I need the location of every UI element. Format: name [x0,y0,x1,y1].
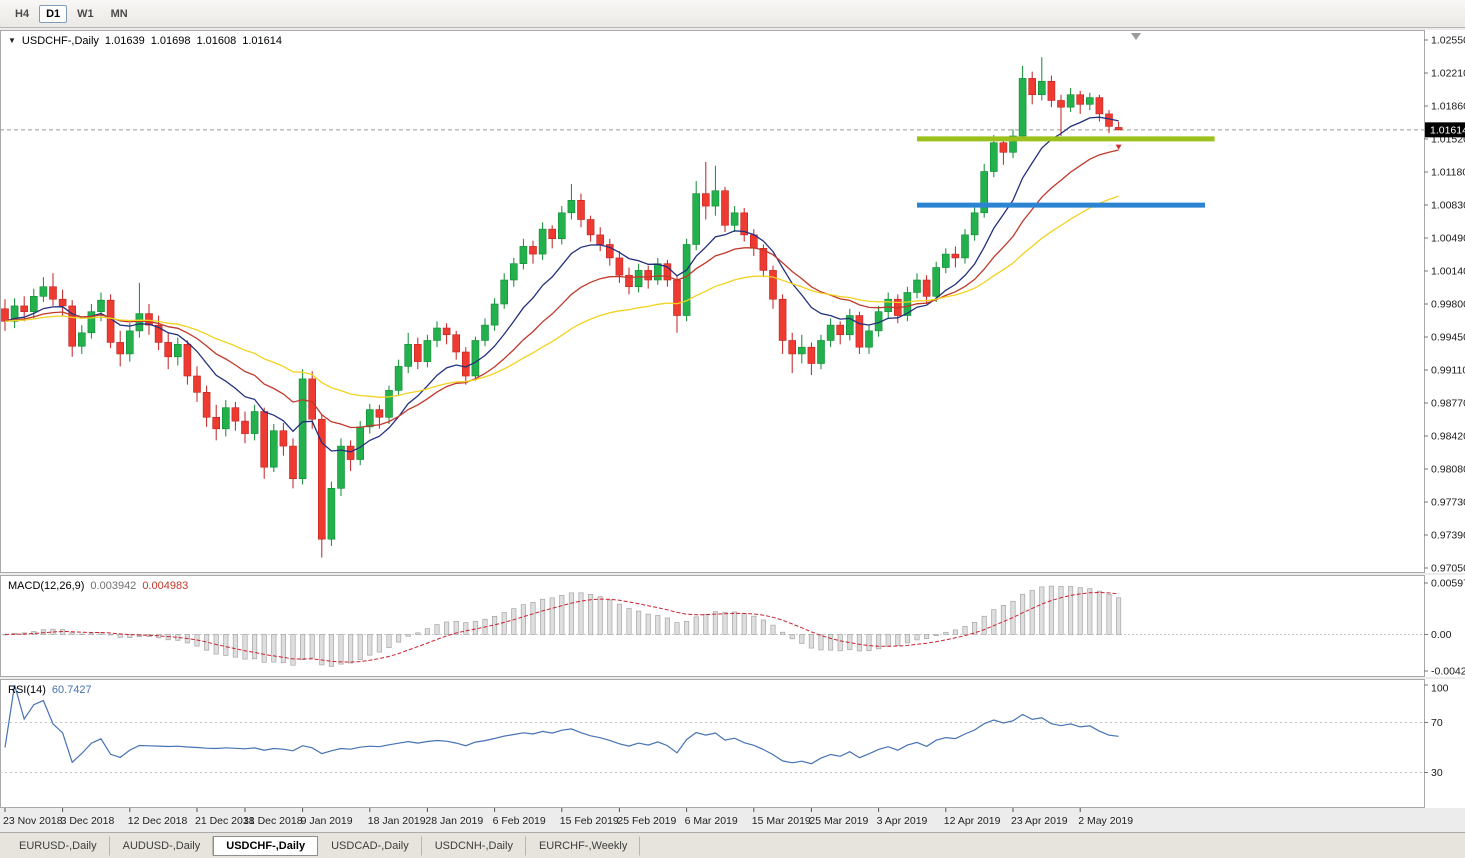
svg-text:1.01180: 1.01180 [1431,167,1465,179]
macd-title-row: MACD(12,26,9) 0.003942 0.004983 [8,580,188,592]
rsi-panel[interactable]: 100 70 30 RSI(14) 60.7427 [0,679,1465,808]
main-chart-panel[interactable]: 1.025501.022101.018601.015201.011801.008… [0,30,1465,573]
svg-text:70: 70 [1431,717,1443,729]
svg-text:23 Nov 2018: 23 Nov 2018 [3,815,63,827]
rsi-value: 60.7427 [51,684,92,696]
svg-text:1.00830: 1.00830 [1431,200,1465,212]
moving-average-20 [4,149,1119,429]
rsi-chart[interactable]: 100 70 30 [0,679,1465,808]
svg-text:15 Feb 2019: 15 Feb 2019 [560,815,619,827]
quote-open: 1.01639 [104,35,145,47]
macd-signal-value: 0.004983 [142,580,189,592]
tab-usdcnh-daily[interactable]: USDCNH-,Daily [422,835,526,856]
svg-text:25 Feb 2019: 25 Feb 2019 [617,815,676,827]
macd-chart[interactable]: 0.00597 0.00 -0.004243 [0,575,1465,677]
timeframe-toolbar: H4 D1 W1 MN [0,0,1465,28]
rsi-line [4,684,1119,765]
svg-text:100: 100 [1431,683,1449,695]
quote-close: 1.01614 [242,35,282,47]
svg-text:12 Apr 2019: 12 Apr 2019 [944,815,1001,827]
svg-text:-0.004243: -0.004243 [1431,666,1465,678]
timeframe-h4-button[interactable]: H4 [15,7,30,20]
moving-average-40 [4,195,1119,398]
rsi-title-row: RSI(14) 60.7427 [8,684,92,696]
tab-eurchf-weekly[interactable]: EURCHF-,Weekly [526,835,641,856]
rsi-label: RSI(14) [8,684,46,696]
svg-text:25 Mar 2019: 25 Mar 2019 [809,815,868,827]
svg-text:0.00: 0.00 [1431,629,1452,641]
tab-usdcad-daily[interactable]: USDCAD-,Daily [318,835,422,856]
svg-text:1.02550: 1.02550 [1431,35,1465,47]
svg-text:1.01860: 1.01860 [1431,101,1465,113]
macd-histogram [2,585,1122,667]
svg-text:6 Feb 2019: 6 Feb 2019 [493,815,546,827]
timeframe-d1-button[interactable]: D1 [39,4,68,23]
chart-shift-marker [1131,33,1141,40]
macd-label: MACD(12,26,9) [8,580,85,592]
svg-text:9 Jan 2019: 9 Jan 2019 [301,815,353,827]
chart-tabbar: EURUSD-,Daily AUDUSD-,Daily USDCHF-,Dail… [0,832,1465,858]
timeframe-w1-button[interactable]: W1 [77,7,94,20]
macd-main-value: 0.003942 [90,580,137,592]
macd-signal-line [4,591,1119,663]
quote-low: 1.01608 [196,35,237,47]
candles-layer [1,57,1123,558]
svg-text:21 Dec 2018: 21 Dec 2018 [195,815,255,827]
quote-high: 1.01698 [150,35,191,47]
chart-title-row: ▼ USDCHF-,Daily 1.01639 1.01698 1.01608 … [8,35,282,47]
svg-text:3 Dec 2018: 3 Dec 2018 [61,815,115,827]
svg-text:28 Jan 2019: 28 Jan 2019 [425,815,483,827]
timeframe-mn-button[interactable]: MN [110,7,128,20]
svg-text:1.00490: 1.00490 [1431,233,1465,245]
tab-audusd-daily[interactable]: AUDUSD-,Daily [110,835,214,856]
candlestick-chart[interactable]: 1.025501.022101.018601.015201.011801.008… [0,30,1465,573]
current-price-badge [1425,122,1465,138]
svg-text:1.02210: 1.02210 [1431,68,1465,80]
tab-usdchf-daily[interactable]: USDCHF-,Daily [213,835,319,856]
svg-text:3 Apr 2019: 3 Apr 2019 [877,815,928,827]
svg-text:2 May 2019: 2 May 2019 [1078,815,1133,827]
svg-text:0.99110: 0.99110 [1431,365,1465,377]
chart-symbol-label: USDCHF-,Daily [21,35,99,47]
svg-text:0.00597: 0.00597 [1431,578,1465,590]
sell-arrow-marker [1115,144,1122,150]
svg-text:18 Jan 2019: 18 Jan 2019 [368,815,426,827]
svg-text:12 Dec 2018: 12 Dec 2018 [128,815,188,827]
moving-average-10 [4,116,1119,453]
svg-text:15 Mar 2019: 15 Mar 2019 [752,815,811,827]
svg-text:30: 30 [1431,767,1443,779]
svg-text:1.01614: 1.01614 [1430,124,1465,136]
time-axis[interactable]: 23 Nov 2018 3 Dec 2018 12 Dec 2018 21 Dec 2… [0,808,1465,832]
tab-eurusd-daily[interactable]: EURUSD-,Daily [6,835,110,856]
svg-text:0.97050: 0.97050 [1431,563,1465,574]
svg-text:31 Dec 2018: 31 Dec 2018 [243,815,303,827]
svg-text:23 Apr 2019: 23 Apr 2019 [1011,815,1068,827]
svg-text:6 Mar 2019: 6 Mar 2019 [685,815,738,827]
symbol-dropdown-icon[interactable]: ▼ [8,36,16,45]
macd-panel[interactable]: 0.00597 0.00 -0.004243 MACD(12,26,9) 0.003… [0,575,1465,677]
